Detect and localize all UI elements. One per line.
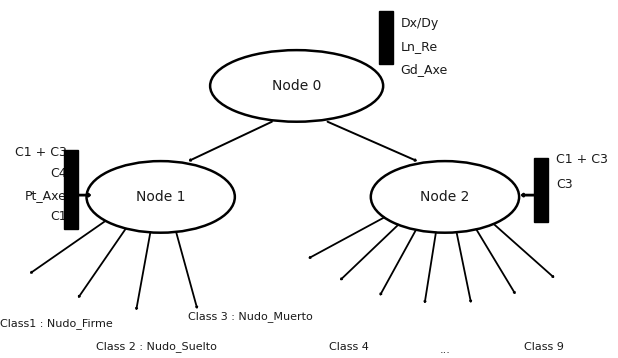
Bar: [534, 158, 548, 222]
Text: Node 0: Node 0: [272, 79, 321, 93]
Text: Ln_Re: Ln_Re: [400, 40, 438, 53]
Text: Pt_Axe: Pt_Axe: [25, 189, 67, 202]
Text: Class1 : Nudo_Firme: Class1 : Nudo_Firme: [0, 319, 112, 329]
Text: C1 + C3: C1 + C3: [15, 146, 67, 159]
Text: Class 4: Class 4: [329, 342, 369, 352]
Text: Class 3 : Nudo_Muerto: Class 3 : Nudo_Muerto: [188, 311, 313, 322]
Text: Class 9: Class 9: [524, 342, 564, 352]
Bar: [64, 150, 78, 229]
Bar: [379, 11, 393, 64]
Text: Class 2 : Nudo_Suelto: Class 2 : Nudo_Suelto: [96, 341, 217, 352]
Text: Node 1: Node 1: [136, 190, 185, 204]
Text: Node 2: Node 2: [420, 190, 470, 204]
Text: Dx/Dy: Dx/Dy: [400, 17, 439, 30]
Text: Gd_Axe: Gd_Axe: [400, 63, 447, 76]
Text: C3: C3: [556, 178, 573, 191]
Text: C1: C1: [50, 210, 67, 223]
Text: C4: C4: [50, 167, 67, 180]
Text: ...: ...: [439, 345, 451, 355]
Text: C1 + C3: C1 + C3: [556, 153, 608, 166]
